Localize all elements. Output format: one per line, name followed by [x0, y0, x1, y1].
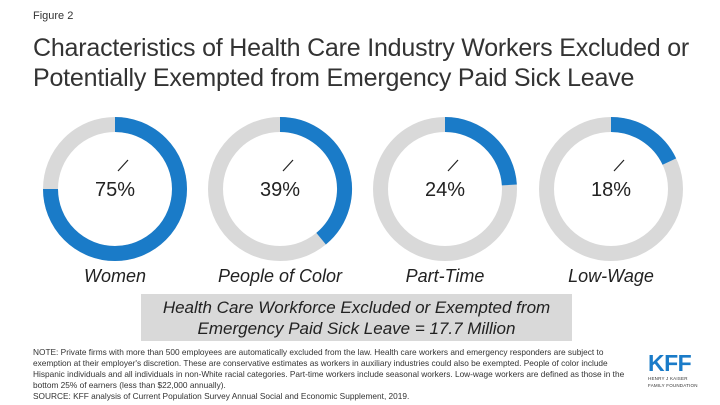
total-line-1: Health Care Workforce Excluded or Exempt… — [162, 298, 551, 317]
donut-arc-low-wage — [610, 117, 677, 166]
footnote: NOTE: Private firms with more than 500 e… — [33, 347, 633, 402]
donut-value-part-time: 24% — [425, 179, 465, 201]
donut-tick-low-wage — [613, 159, 625, 172]
total-box: Health Care Workforce Excluded or Exempt… — [141, 294, 572, 341]
donut-value-women: 75% — [95, 179, 135, 201]
donut-charts: 75% 39% 24% 18% — [43, 117, 683, 261]
kff-logo: KFF HENRY J KAISER FAMILY FOUNDATION — [648, 350, 708, 389]
donut-label-women: Women — [83, 266, 146, 286]
donut-label-part-time: Part-Time — [405, 266, 485, 286]
donut-arc-women — [43, 117, 187, 261]
donut-label-low-wage: Low-Wage — [568, 266, 654, 286]
donut-tick-women — [117, 159, 129, 172]
logo-wordmark: KFF — [648, 350, 692, 376]
figure-label: Figure 2 — [33, 10, 74, 22]
donut-tick-people-of-color — [282, 159, 294, 172]
donut-arc-part-time — [444, 117, 517, 186]
note-text: NOTE: Private firms with more than 500 e… — [33, 347, 625, 390]
donut-label-people-of-color: People of Color — [217, 266, 343, 286]
total-line-2: Emergency Paid Sick Leave = 17.7 Million — [197, 319, 516, 338]
donut-tick-part-time — [447, 159, 459, 172]
donut-value-low-wage: 18% — [591, 179, 631, 201]
donut-value-people-of-color: 39% — [260, 179, 300, 201]
logo-subline-2: FAMILY FOUNDATION — [648, 383, 698, 388]
source-text: SOURCE: KFF analysis of Current Populati… — [33, 391, 410, 401]
donut-arc-people-of-color — [279, 117, 352, 245]
logo-subline-1: HENRY J KAISER — [648, 376, 688, 381]
chart-title: Characteristics of Health Care Industry … — [33, 34, 690, 92]
